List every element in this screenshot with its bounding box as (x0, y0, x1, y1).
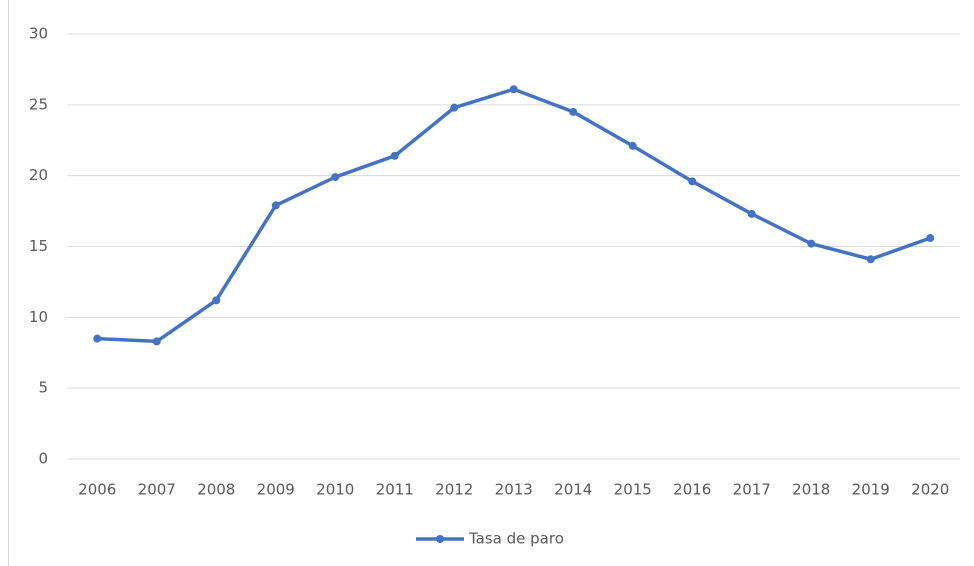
x-tick-label: 2009 (257, 481, 295, 499)
data-point (628, 141, 637, 150)
x-tick-label: 2010 (316, 481, 354, 499)
data-point (688, 177, 697, 186)
data-point (866, 255, 875, 264)
data-point (93, 334, 102, 343)
x-tick-label: 2008 (197, 481, 235, 499)
data-point (747, 209, 756, 218)
y-tick-label: 5 (38, 379, 48, 397)
y-tick-label: 30 (29, 25, 48, 43)
data-point (331, 173, 340, 182)
data-point (807, 239, 816, 248)
x-tick-label: 2014 (554, 481, 592, 499)
x-tick-label: 2018 (792, 481, 830, 499)
x-tick-label: 2013 (495, 481, 533, 499)
data-point (509, 85, 518, 94)
data-point (152, 337, 161, 346)
data-point (212, 296, 221, 305)
data-point (569, 107, 578, 116)
x-tick-label: 2017 (733, 481, 771, 499)
y-tick-label: 25 (29, 95, 48, 113)
data-point (450, 103, 459, 112)
y-tick-label: 0 (38, 450, 48, 468)
x-tick-label: 2011 (376, 481, 414, 499)
x-tick-label: 2020 (911, 481, 949, 499)
x-tick-label: 2006 (78, 481, 116, 499)
data-point (926, 234, 935, 242)
y-tick-label: 15 (29, 237, 48, 255)
y-tick-label: 10 (29, 308, 48, 326)
x-tick-label: 2012 (435, 481, 473, 499)
y-tick-label: 20 (29, 166, 48, 184)
x-tick-label: 2007 (138, 481, 176, 499)
data-point (271, 201, 280, 210)
x-tick-label: 2015 (614, 481, 652, 499)
series-line (97, 87, 931, 344)
x-tick-label: 2016 (673, 481, 711, 499)
legend-label: Tasa de paro (468, 530, 564, 548)
legend-marker (436, 535, 444, 543)
x-tick-label: 2019 (852, 481, 890, 499)
data-point (390, 151, 399, 160)
